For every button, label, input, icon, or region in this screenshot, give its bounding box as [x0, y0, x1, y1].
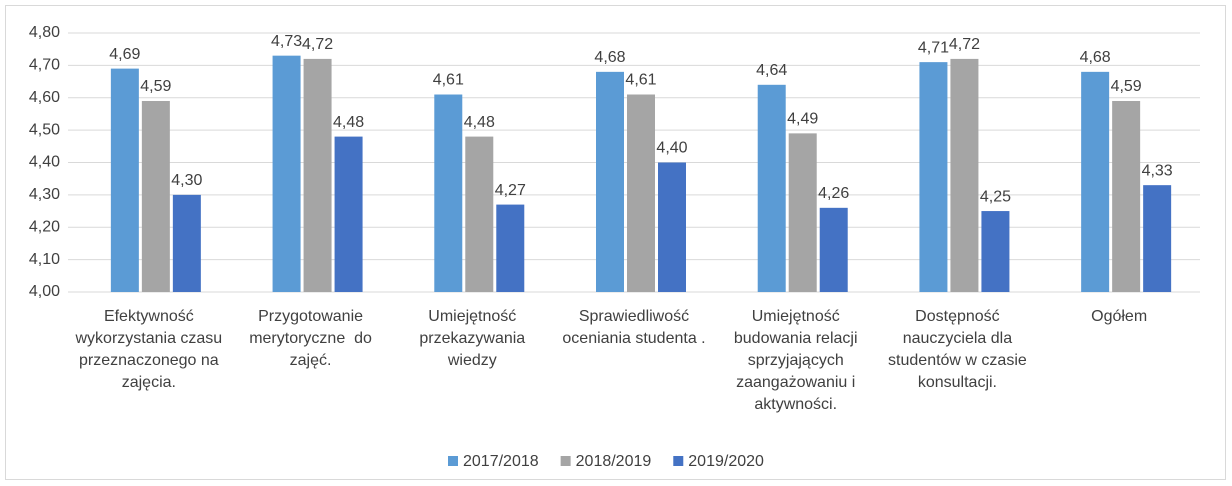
bar — [1143, 185, 1172, 292]
data-label: 4,48 — [464, 114, 495, 131]
bar — [981, 211, 1010, 292]
bar — [1081, 71, 1110, 292]
bar — [596, 71, 624, 292]
data-label: 4,59 — [1111, 78, 1142, 95]
y-tick-label: 4,70 — [29, 57, 60, 74]
y-tick-label: 4,20 — [29, 218, 60, 235]
data-label: 4,25 — [980, 188, 1011, 205]
bar — [334, 136, 363, 292]
bar — [303, 58, 332, 293]
data-label: 4,61 — [433, 72, 464, 89]
legend-label: 2019/2020 — [688, 453, 764, 470]
x-tick-label: Przygotowanie merytoryczne do zajęć. — [249, 308, 377, 369]
y-tick-label: 4,80 — [29, 24, 60, 41]
x-tick-label: Sprawiedliwość oceniania studenta . — [562, 308, 706, 347]
x-tick-label: Umiejętność budowania relacji sprzyjając… — [733, 308, 862, 413]
bar — [1112, 100, 1141, 292]
bar — [757, 84, 786, 292]
data-label: 4,72 — [302, 36, 333, 53]
data-label: 4,26 — [818, 185, 849, 202]
bar — [496, 204, 525, 292]
legend-swatch — [448, 456, 458, 466]
data-label: 4,64 — [756, 62, 787, 79]
x-tick-label: Umiejętność przekazywania wiedzy — [419, 308, 530, 369]
legend-swatch — [560, 456, 571, 466]
y-tick-label: 4,10 — [29, 251, 60, 268]
data-label: 4,61 — [625, 72, 656, 89]
bar — [141, 100, 170, 292]
y-tick-label: 4,30 — [29, 186, 60, 203]
bar — [110, 68, 139, 292]
data-label: 4,49 — [787, 111, 818, 128]
legend-label: 2017/2018 — [463, 453, 539, 470]
x-tick-label: Ogółem — [1091, 308, 1148, 325]
bar — [788, 133, 817, 292]
x-tick-label: Dostępność nauczyciela dla studentów w c… — [888, 308, 1032, 391]
bar — [465, 136, 494, 292]
data-label: 4,68 — [594, 49, 625, 66]
bar — [627, 94, 655, 292]
data-label: 4,48 — [333, 114, 364, 131]
x-tick-label: Efektywność wykorzystania czasu przeznac… — [75, 308, 223, 391]
data-label: 4,73 — [271, 33, 302, 50]
bar — [919, 62, 948, 293]
y-tick-label: 4,40 — [29, 154, 60, 171]
legend-label: 2018/2019 — [576, 453, 652, 470]
bar — [434, 94, 463, 292]
data-label: 4,72 — [949, 36, 980, 53]
bar — [819, 207, 848, 292]
data-label: 4,59 — [140, 78, 171, 95]
data-label: 4,40 — [656, 140, 687, 157]
data-label: 4,68 — [1080, 49, 1111, 66]
y-tick-label: 4,60 — [29, 89, 60, 106]
data-label: 4,33 — [1142, 162, 1173, 179]
bar — [172, 194, 201, 292]
y-tick-label: 4,50 — [29, 121, 60, 138]
legend-swatch — [673, 456, 684, 466]
data-label: 4,30 — [171, 172, 202, 189]
bar — [658, 162, 686, 292]
y-tick-label: 4,00 — [29, 283, 60, 300]
data-label: 4,71 — [918, 39, 949, 56]
data-label: 4,69 — [109, 46, 140, 63]
bar — [950, 58, 979, 293]
data-label: 4,27 — [495, 182, 526, 199]
bar — [272, 55, 301, 292]
